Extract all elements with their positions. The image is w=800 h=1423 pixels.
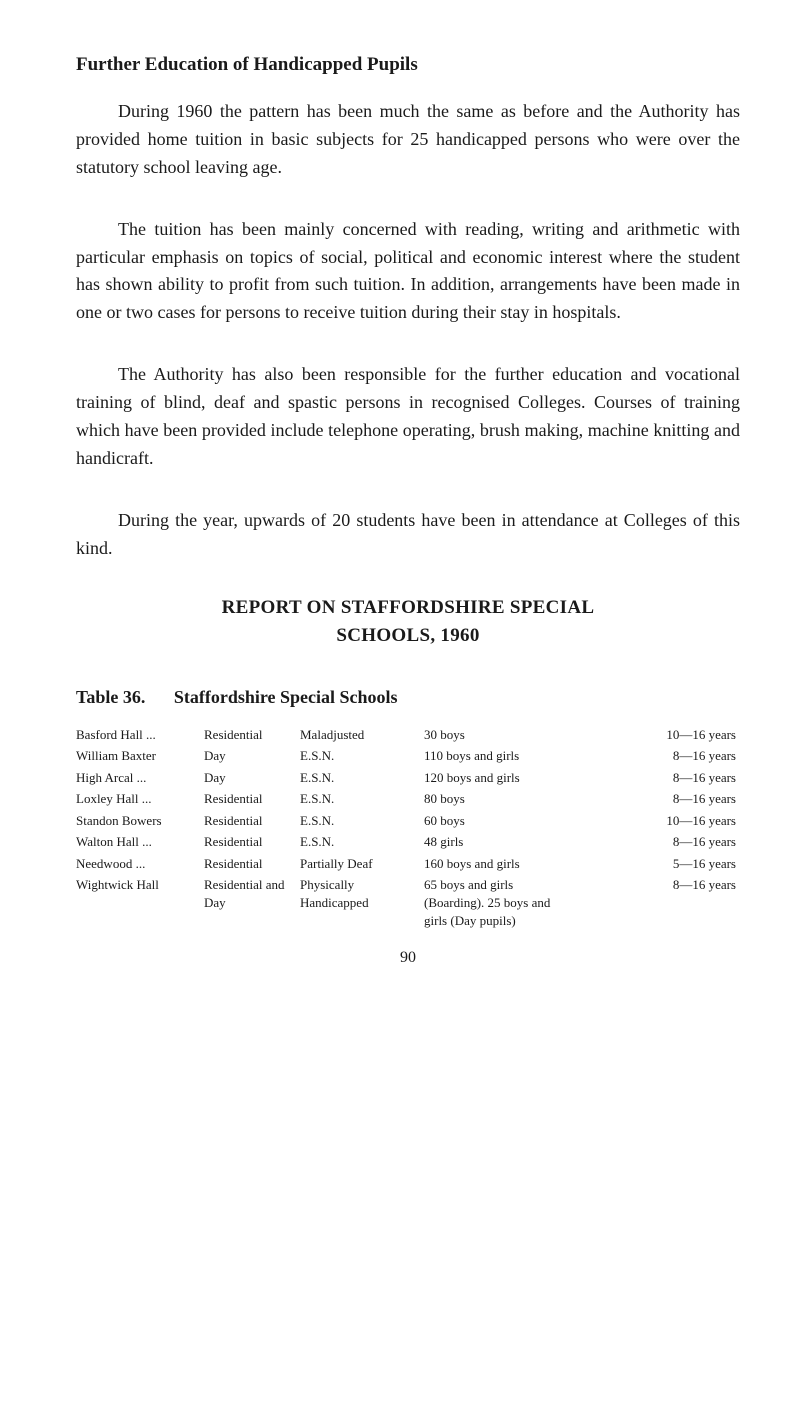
table-row: High Arcal ... Day E.S.N. 120 boys and g… [76, 767, 740, 789]
cell-type: Day [204, 767, 300, 789]
table-row: Loxley Hall ... Residential E.S.N. 80 bo… [76, 788, 740, 810]
cell-type: Residential and Day [204, 874, 300, 931]
cell-type: Residential [204, 724, 300, 746]
cell-category: E.S.N. [300, 788, 424, 810]
cell-school: High Arcal ... [76, 767, 204, 789]
cell-ages: 10—16 years [576, 810, 740, 832]
cell-category: E.S.N. [300, 767, 424, 789]
cell-category: Physically Handicapped [300, 874, 424, 931]
cell-type: Residential [204, 788, 300, 810]
cell-pupils: 110 boys and girls [424, 745, 576, 767]
cell-school: Loxley Hall ... [76, 788, 204, 810]
cell-category: Maladjusted [300, 724, 424, 746]
cell-ages: 5—16 years [576, 853, 740, 875]
cell-type: Residential [204, 810, 300, 832]
paragraph-2: The tuition has been mainly concerned wi… [76, 216, 740, 328]
cell-school: William Baxter [76, 745, 204, 767]
cell-type: Residential [204, 853, 300, 875]
cell-school: Needwood ... [76, 853, 204, 875]
cell-category: E.S.N. [300, 810, 424, 832]
cell-pupils: 48 girls [424, 831, 576, 853]
report-title-line2: SCHOOLS, 1960 [76, 625, 740, 647]
paragraph-3: The Authority has also been responsible … [76, 361, 740, 473]
cell-pupils: 30 boys [424, 724, 576, 746]
cell-type: Residential [204, 831, 300, 853]
report-title-line1: REPORT ON STAFFORDSHIRE SPECIAL [76, 597, 740, 619]
table-row: William Baxter Day E.S.N. 110 boys and g… [76, 745, 740, 767]
table-row: Standon Bowers Residential E.S.N. 60 boy… [76, 810, 740, 832]
cell-category: Partially Deaf [300, 853, 424, 875]
cell-pupils: 120 boys and girls [424, 767, 576, 789]
table-number: Table 36. [76, 687, 145, 707]
table-caption: Table 36. Staffordshire Special Schools [76, 687, 740, 708]
cell-school: Basford Hall ... [76, 724, 204, 746]
cell-ages: 10—16 years [576, 724, 740, 746]
paragraph-4: During the year, upwards of 20 students … [76, 507, 740, 563]
table-row: Needwood ... Residential Partially Deaf … [76, 853, 740, 875]
cell-type: Day [204, 745, 300, 767]
table-title: Staffordshire Special Schools [174, 687, 398, 707]
cell-ages: 8—16 years [576, 767, 740, 789]
cell-school: Walton Hall ... [76, 831, 204, 853]
cell-pupils: 80 boys [424, 788, 576, 810]
table-row: Wightwick Hall Residential and Day Physi… [76, 874, 740, 931]
paragraph-1: During 1960 the pattern has been much th… [76, 98, 740, 182]
table-row: Walton Hall ... Residential E.S.N. 48 gi… [76, 831, 740, 853]
page-number: 90 [76, 949, 740, 967]
section-heading: Further Education of Handicapped Pupils [76, 54, 740, 76]
schools-table: Basford Hall ... Residential Maladjusted… [76, 724, 740, 931]
cell-pupils: 65 boys and girls (Boarding). 25 boys an… [424, 874, 576, 931]
cell-pupils: 160 boys and girls [424, 853, 576, 875]
cell-ages: 8—16 years [576, 745, 740, 767]
cell-school: Wightwick Hall [76, 874, 204, 931]
cell-category: E.S.N. [300, 831, 424, 853]
table-row: Basford Hall ... Residential Maladjusted… [76, 724, 740, 746]
cell-ages: 8—16 years [576, 831, 740, 853]
cell-category: E.S.N. [300, 745, 424, 767]
cell-ages: 8—16 years [576, 874, 740, 931]
cell-pupils: 60 boys [424, 810, 576, 832]
cell-ages: 8—16 years [576, 788, 740, 810]
cell-school: Standon Bowers [76, 810, 204, 832]
